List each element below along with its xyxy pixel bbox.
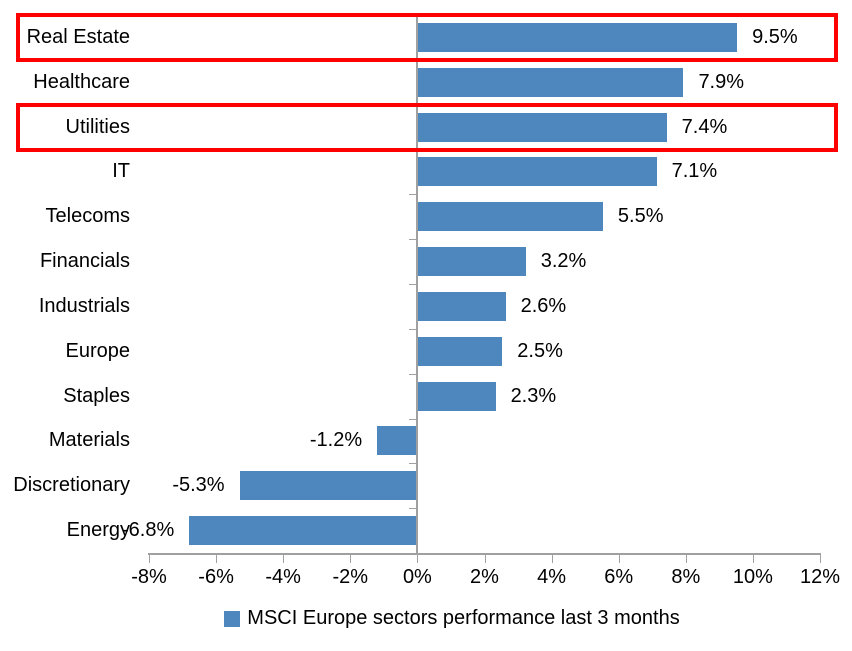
bar — [418, 202, 603, 232]
y-axis-tick — [409, 508, 417, 510]
highlight-box — [16, 12, 838, 62]
x-axis-tick — [350, 555, 352, 563]
category-label: Healthcare — [33, 70, 130, 93]
y-axis-tick — [409, 373, 417, 375]
value-label: 2.6% — [520, 294, 567, 317]
x-tick-label: 12% — [799, 566, 841, 588]
x-tick-label: -8% — [131, 566, 167, 588]
category-label: Telecoms — [45, 205, 130, 228]
bar — [377, 426, 418, 456]
legend-label: MSCI Europe sectors performance last 3 m… — [247, 607, 680, 629]
bar — [418, 336, 503, 366]
x-tick-label: 8% — [671, 566, 701, 588]
x-axis-tick — [484, 555, 486, 563]
bar — [418, 67, 684, 97]
x-tick-label: 0% — [402, 566, 432, 588]
value-label: 5.5% — [617, 205, 664, 228]
value-label: 7.9% — [698, 70, 745, 93]
x-axis-tick — [216, 555, 218, 563]
x-tick-label: -4% — [265, 566, 301, 588]
x-axis-tick — [685, 555, 687, 563]
value-label: -5.3% — [172, 474, 225, 497]
x-axis-tick — [551, 555, 553, 563]
y-axis-tick — [409, 284, 417, 285]
value-label: 2.5% — [517, 339, 563, 362]
x-tick-label: 6% — [604, 566, 634, 588]
bar — [189, 516, 418, 546]
category-label: IT — [112, 160, 130, 183]
category-label: Financials — [39, 250, 130, 273]
value-label: -6.8% — [122, 519, 175, 542]
bar — [418, 112, 667, 142]
x-axis-tick — [618, 555, 620, 563]
category-label: Discretionary — [13, 474, 130, 497]
bar — [418, 22, 738, 52]
y-axis-tick — [409, 463, 417, 465]
x-axis-tick — [283, 555, 285, 563]
bar — [418, 157, 657, 187]
x-axis-tick — [417, 555, 419, 563]
category-label: Staples — [63, 384, 130, 407]
category-label: Industrials — [38, 294, 130, 317]
y-axis-tick — [409, 194, 417, 196]
x-tick-label: 4% — [537, 566, 567, 588]
bar — [418, 247, 526, 277]
y-axis-tick — [409, 418, 417, 420]
y-axis-tick — [409, 239, 417, 241]
x-axis-tick — [149, 555, 150, 563]
value-label: 7.1% — [671, 160, 718, 183]
category-label: Materials — [48, 429, 130, 452]
category-label: Utilities — [65, 115, 130, 138]
x-axis-line — [148, 553, 821, 555]
category-label: Europe — [65, 339, 131, 362]
y-axis-tick — [409, 328, 417, 330]
x-axis-tick — [820, 555, 821, 563]
x-tick-label: 2% — [470, 566, 499, 588]
x-tick-label: 10% — [732, 566, 773, 588]
x-axis-tick — [752, 555, 754, 563]
legend-marker-icon — [224, 610, 241, 627]
y-axis-line — [416, 15, 419, 553]
value-label: 2.3% — [510, 384, 557, 407]
x-tick-label: -6% — [198, 566, 234, 588]
highlight-box — [16, 102, 838, 152]
bar — [418, 381, 496, 411]
legend: MSCI Europe sectors performance last 3 m… — [26, 607, 852, 630]
value-label: 3.2% — [540, 250, 587, 273]
bar — [418, 291, 506, 321]
category-label: Real Estate — [26, 25, 130, 48]
bar — [239, 471, 418, 501]
value-label: 7.4% — [681, 115, 728, 138]
value-label: 9.5% — [752, 25, 798, 48]
value-label: -1.2% — [309, 429, 363, 452]
x-tick-label: -2% — [332, 566, 369, 588]
category-label: Energy — [66, 519, 130, 542]
